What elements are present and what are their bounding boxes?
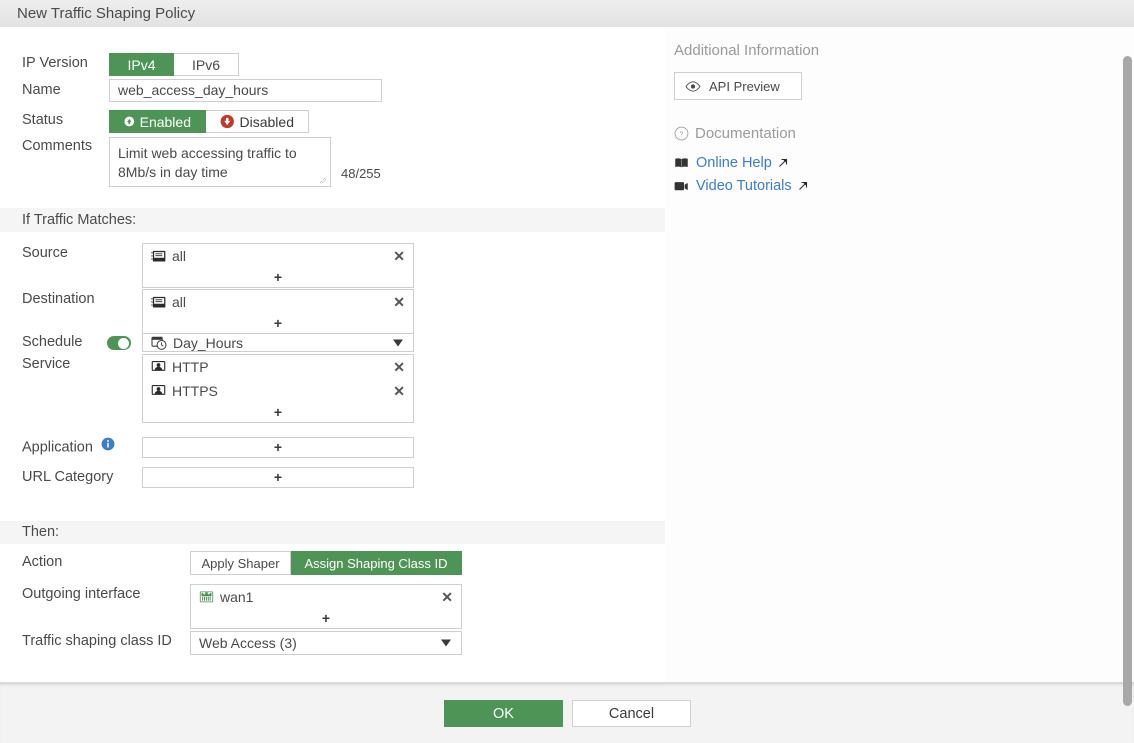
svg-text:?: ? bbox=[680, 131, 684, 138]
